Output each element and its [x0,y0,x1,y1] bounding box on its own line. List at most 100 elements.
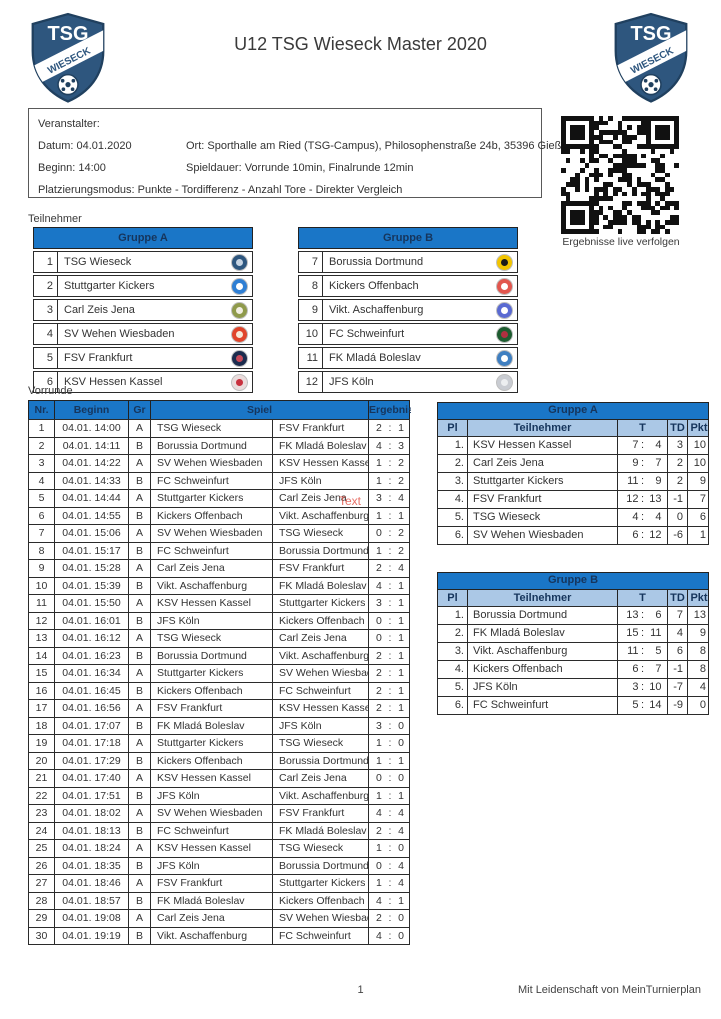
standings-row: 6. FC Schweinfurt 5:14 -9 0 [437,696,709,715]
match-number: 10 [29,577,55,594]
match-result: 2:4 [369,823,411,840]
points: 9 [699,475,706,487]
away-score: 1 [398,667,404,679]
away-team: JFS Köln [273,472,369,489]
home-team: JFS Köln [151,787,273,804]
away-team: FK Mladá Boleslav [273,577,369,594]
event-info-box: Veranstalter: Datum: 04.01.2020 Ort: Spo… [28,108,619,198]
goal-difference: 2 [668,473,688,490]
match-row: 29 04.01. 19:08 A Carl Zeis Jena SV Wehe… [28,909,410,928]
away-score: 1 [398,702,404,714]
standings-row: 1. Borussia Dortmund 13:6 7 13 [437,606,709,625]
match-result: 1:0 [369,840,411,857]
score-separator: : [388,544,392,557]
home-team: FSV Frankfurt [151,700,273,717]
goal-difference: -7 [668,679,688,696]
points: 10 [693,457,706,469]
match-group: A [129,630,151,647]
match-number: 3 [29,455,55,472]
home-score: 1 [376,754,382,767]
score-separator: : [388,702,392,714]
home-team: Stuttgarter Kickers [151,665,273,682]
away-team: Vikt. Aschaffenburg [273,647,369,664]
match-group: A [129,665,151,682]
home-score: 2 [376,824,382,837]
match-number: 28 [29,892,55,909]
team-name: Carl Zeis Jena [468,455,618,472]
match-number: 2 [29,437,55,454]
match-result: 4:3 [369,438,411,455]
away-score: 1 [398,789,404,802]
score-separator: : [388,509,392,522]
score-separator: : [388,457,392,469]
match-result: 0:1 [369,613,411,630]
goal-difference: 7 [668,607,688,624]
match-result: 1:0 [369,735,411,752]
tsg-wieseck-logo-right: TSG WIESECK [612,11,690,103]
score-separator: : [388,877,392,889]
match-number: 20 [29,752,55,769]
group-b-title: Gruppe B [298,227,518,249]
match-row: 12 04.01. 16:01 B JFS Köln Kickers Offen… [28,611,411,630]
header-t: T [618,420,668,436]
match-result: 4:4 [369,805,411,822]
match-number: 30 [29,927,55,944]
match-result: 1:2 [369,543,411,560]
away-team: Stuttgarter Kickers [273,875,369,892]
away-score: 0 [398,737,404,749]
beginn-value: Beginn: 14:00 [38,162,106,174]
match-result: 1:1 [369,508,411,525]
datum-value: Datum: 04.01.2020 [38,140,132,152]
match-number: 9 [29,560,55,577]
away-score: 2 [398,474,404,487]
goals: 13:6 [618,607,668,624]
standings-b-title: Gruppe B [437,572,709,590]
header-gr: Gr [129,401,151,419]
header-beginn: Beginn [55,401,129,419]
away-score: 4 [398,859,404,872]
away-team: FSV Frankfurt [273,805,369,822]
away-score: 3 [398,439,404,452]
match-row: 16 04.01. 16:45 B Kickers Offenbach FC S… [28,681,410,700]
match-number: 12 [29,612,55,629]
home-score: 2 [376,684,382,697]
away-score: 2 [398,457,404,469]
score-separator: : [388,684,392,697]
participant-name: SV Wehen Wiesbaden [64,328,175,340]
points: 9 [699,627,706,639]
away-team: SV Wehen Wiesbaden [273,910,369,927]
match-start-time: 04.01. 14:22 [55,455,129,472]
match-number: 8 [29,542,55,559]
home-team: TSG Wieseck [151,630,273,647]
match-number: 13 [29,630,55,647]
match-group: B [129,647,151,664]
score-separator: : [388,929,392,942]
goal-difference: 4 [668,625,688,642]
match-number: 5 [29,490,55,507]
home-score: 1 [376,457,382,469]
home-score: 4 [376,894,382,907]
club-badge-icon [496,326,512,342]
goals: 4:4 [618,509,668,526]
match-result: 1:1 [369,788,411,805]
club-badge-icon [496,374,512,390]
participant-name: Carl Zeis Jena [64,304,135,316]
score-separator: : [388,597,392,609]
away-team: Carl Zeis Jena [273,770,369,787]
tsg-wieseck-logo-left: TSG WIESECK [29,11,107,103]
teilnehmer-label: Teilnehmer [28,213,82,225]
match-row: 28 04.01. 18:57 B FK Mladá Boleslav Kick… [28,891,410,910]
away-score: 0 [398,719,404,732]
match-group: A [129,525,151,542]
score-separator: : [388,824,392,837]
standings-row: 4. Kickers Offenbach 6:7 -1 8 [437,660,709,679]
match-group: B [129,752,151,769]
match-start-time: 04.01. 17:29 [55,752,129,769]
match-number: 25 [29,840,55,857]
participant-row: 2 Stuttgarter Kickers [33,275,253,297]
goals: 6:7 [618,661,668,678]
standings-header: Pl Teilnehmer T TD Pkt [437,419,709,437]
away-team: TSG Wieseck [273,735,369,752]
match-row: 2 04.01. 14:11 B Borussia Dortmund FK Ml… [28,436,411,455]
away-team: KSV Hessen Kassel [273,700,369,717]
